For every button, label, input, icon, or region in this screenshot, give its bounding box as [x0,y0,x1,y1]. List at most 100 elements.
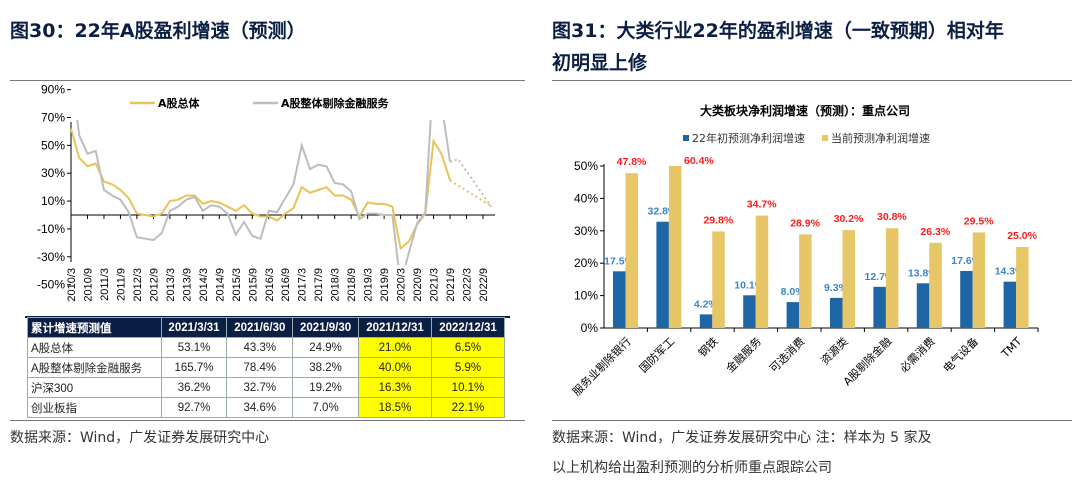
legend-swatch [822,135,828,141]
y-tick-label: 10% [574,289,598,303]
category-label: 国防军工 [636,334,677,375]
table-cell: 21.0% [357,337,432,358]
y-tick-label: 20% [574,256,598,270]
bar [1003,281,1017,328]
right-chart-divider [552,420,1072,421]
data-label: 29.8% [703,214,733,226]
x-tick-label: 2021/3 [429,268,441,302]
table-row: 创业板指 92.7% 34.6% 7.0% 18.5% 22.1% [27,397,506,418]
category-label: 可选消费 [766,334,807,375]
table-header: 2021/3/31 [160,317,228,338]
y-tick-label: 10% [41,194,65,208]
table-cell: 22.1% [430,397,506,418]
left-bottom-divider [10,420,525,421]
table-cell: 5.9% [430,357,506,378]
left-source: 数据来源：Wind，广发证券发展研究中心 [10,430,270,446]
left-title-divider [10,80,525,81]
data-label: 28.9% [790,217,820,229]
table-header: 2021/12/31 [357,317,432,338]
table-cell: 78.4% [226,357,294,378]
data-label: 34.7% [747,199,777,211]
x-tick-label: 2014/9 [214,268,226,302]
bar [799,234,812,328]
x-tick-label: 2022/9 [478,268,490,302]
table-cell: 16.3% [357,377,432,398]
table-row: A股总体 53.1% 43.3% 24.9% 21.0% 6.5% [27,337,506,358]
right-title-line2: 初明显上修 [552,52,648,74]
bar [830,297,843,328]
table-cell: 53.1% [160,337,228,358]
table-cell: 34.6% [226,397,294,418]
series-line-0 [70,128,451,251]
legend-label: 22年初预测净利润增速 [692,131,805,145]
bar [842,230,855,328]
table-cell: 创业板指 [27,397,162,418]
x-tick-label: 2016/3 [264,268,276,302]
category-label: TMT [998,335,1024,361]
table-cell: 24.9% [292,337,359,358]
bar [972,232,986,328]
x-tick-label: 2013/9 [181,268,193,302]
category-label: 钢铁 [696,335,721,360]
x-tick-label: 2021/9 [445,268,457,302]
data-label: 47.8% [617,156,647,168]
right-source-line2: 以上机构给出盈利预测的分析师重点跟踪公司 [552,460,832,476]
y-tick-label: 90% [41,83,65,97]
table-cell: 7.0% [292,397,359,418]
bar [699,314,713,328]
bar [656,221,669,328]
forecast-line-1 [449,158,493,208]
legend-swatch [683,135,689,141]
y-tick-label: 30% [574,224,598,238]
table-row: A股整体剔除金融服务 165.7% 78.4% 38.2% 40.0% 5.9% [27,357,506,378]
bar-chart-title: 大类板块净利润增速（预测）：重点公司 [700,103,910,118]
table-cell: 沪深300 [27,377,162,398]
bar [613,271,626,328]
legend-label: 当前预测净利润增速 [831,131,930,145]
y-tick-label: -30% [37,250,65,264]
table-cell: 92.7% [160,397,228,418]
table-row: 沪深300 36.2% 32.7% 19.2% 16.3% 10.1% [27,377,506,398]
x-tick-label: 2020/9 [412,268,424,302]
bar [929,242,942,328]
table-cell: 19.2% [292,377,359,398]
x-tick-label: 2014/3 [198,268,210,302]
data-label: 25.0% [1007,230,1037,242]
table-cell: 36.2% [160,377,228,398]
data-label: 4.2% [694,298,719,310]
y-tick-label: 30% [41,166,65,180]
bar [885,228,899,328]
table-cell: 18.5% [357,397,432,418]
bar [786,302,800,328]
table-cell: A股总体 [27,337,162,358]
y-tick-label: 0% [581,321,599,335]
series-line-1 [76,120,452,265]
x-tick-label: 2013/3 [165,268,177,302]
category-label: 资源类 [818,334,851,367]
x-tick-label: 2010/3 [66,268,78,302]
x-tick-label: 2017/3 [297,268,309,302]
y-tick-label: -10% [37,222,65,236]
x-tick-label: 2011/3 [99,268,111,301]
right-title-divider [552,80,1072,81]
x-tick-label: 2018/3 [330,268,342,302]
bar [960,270,973,328]
data-label: 8.0% [781,286,806,298]
right-title-line1: 图31：大类行业22年的盈利增速（一致预期）相对年 [552,20,1004,42]
y-tick-label: 50% [574,159,598,173]
bar [755,215,769,328]
bar [916,283,930,328]
table-cell: 43.3% [226,337,294,358]
table-cell: 10.1% [430,377,506,398]
category-label: 必需消费 [897,334,938,375]
x-tick-label: 2015/9 [247,268,259,302]
right-source-line1: 数据来源：Wind，广发证券发展研究中心 注：样本为 5 家及 [552,430,932,446]
table-cell: A股整体剔除金融服务 [27,357,162,378]
x-tick-label: 2019/3 [363,268,375,302]
category-label: 服务业剔除银行 [569,334,633,398]
forecast-table: 累计增速预测值 2021/3/31 2021/6/30 2021/9/30 20… [27,317,506,418]
x-tick-label: 2016/9 [280,268,292,302]
table-header: 累计增速预测值 [27,317,162,338]
x-tick-label: 2011/9 [115,268,127,301]
data-label: 26.3% [920,226,950,238]
